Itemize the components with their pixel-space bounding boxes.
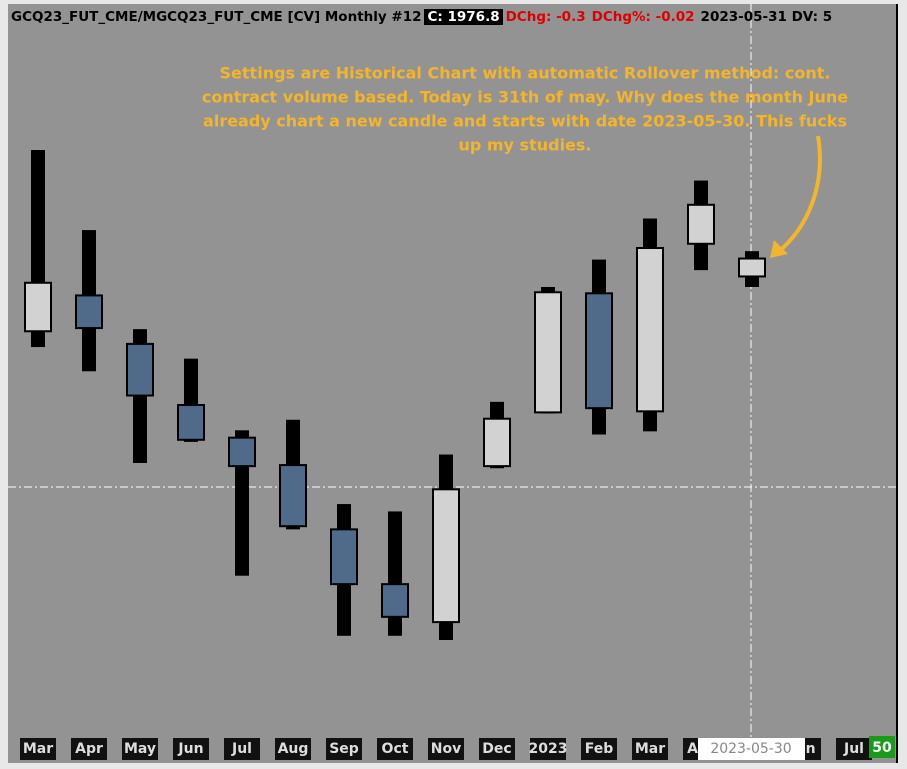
header-field: C: 1976.8 [424,9,503,25]
candle-body [126,342,154,397]
x-tick-label: Jul [843,741,864,757]
candle-body [585,292,613,410]
crosshair-label-box [698,738,805,760]
x-label-box [122,738,158,760]
candle-body [279,464,307,528]
x-label-box [71,738,107,760]
header: GCQ23_FUT_CME/MGCQ23_FUT_CME [CV] Monthl… [8,6,897,28]
annotation-line: contract volume based. Today is 31th of … [202,88,848,107]
x-label-box [377,738,413,760]
candle-body [483,417,511,468]
x-tick-label: 2023 [529,741,568,757]
annotation-line: up my studies. [458,136,591,155]
crosshair-label: 2023-05-30 [710,741,791,757]
x-tick-label: Apr [75,741,103,757]
x-label-box [428,738,464,760]
x-label-box [20,738,56,760]
x-label-box [581,738,617,760]
x-tick-label: Mar [23,741,53,757]
x-label-box [530,738,566,760]
annotation-arrowhead [770,240,788,258]
candle-body [75,294,103,330]
corner-box [869,736,895,758]
x-tick-label: Jun [177,741,203,757]
candle-body [330,528,358,586]
x-label-box [224,738,260,760]
candle-body [738,257,766,278]
header-field: DChg%: -0.02 [591,9,695,25]
x-label-box [836,738,872,760]
x-tick-label: Dec [482,741,511,757]
x-tick-label: Jul [231,741,252,757]
x-label-box [479,738,515,760]
x-tick-label: Aug [278,741,309,757]
header-field: DChg: -0.3 [505,9,586,25]
x-label-box [326,738,362,760]
annotation-line: Settings are Historical Chart with autom… [220,64,831,83]
x-label-box [173,738,209,760]
x-tick-label: Mar [635,741,665,757]
header-field: 2023-05-31 DV: 5 [700,9,833,25]
candle-body [687,203,715,245]
x-tick-label: May [124,741,156,757]
annotation-arrow [774,135,822,256]
x-tick-label: Oct [382,741,409,757]
x-tick-label: Sep [329,741,359,757]
candles [24,150,766,640]
annotation: Settings are Historical Chart with autom… [202,64,848,258]
candle-body [24,281,52,333]
x-label-box [632,738,668,760]
candle-body [432,488,460,624]
x-tick-label: Feb [585,741,614,757]
candle-body [534,291,562,414]
header-title: GCQ23_FUT_CME/MGCQ23_FUT_CME [CV] Monthl… [11,9,422,25]
x-label-box [275,738,311,760]
candle-body [636,247,664,413]
corner-label: 50 [872,740,892,756]
candle-body [381,583,409,618]
x-tick-label: Nov [431,741,461,757]
annotation-line: already chart a new candle and starts wi… [203,112,847,131]
candle-body [228,436,256,468]
candle-body [177,404,205,441]
